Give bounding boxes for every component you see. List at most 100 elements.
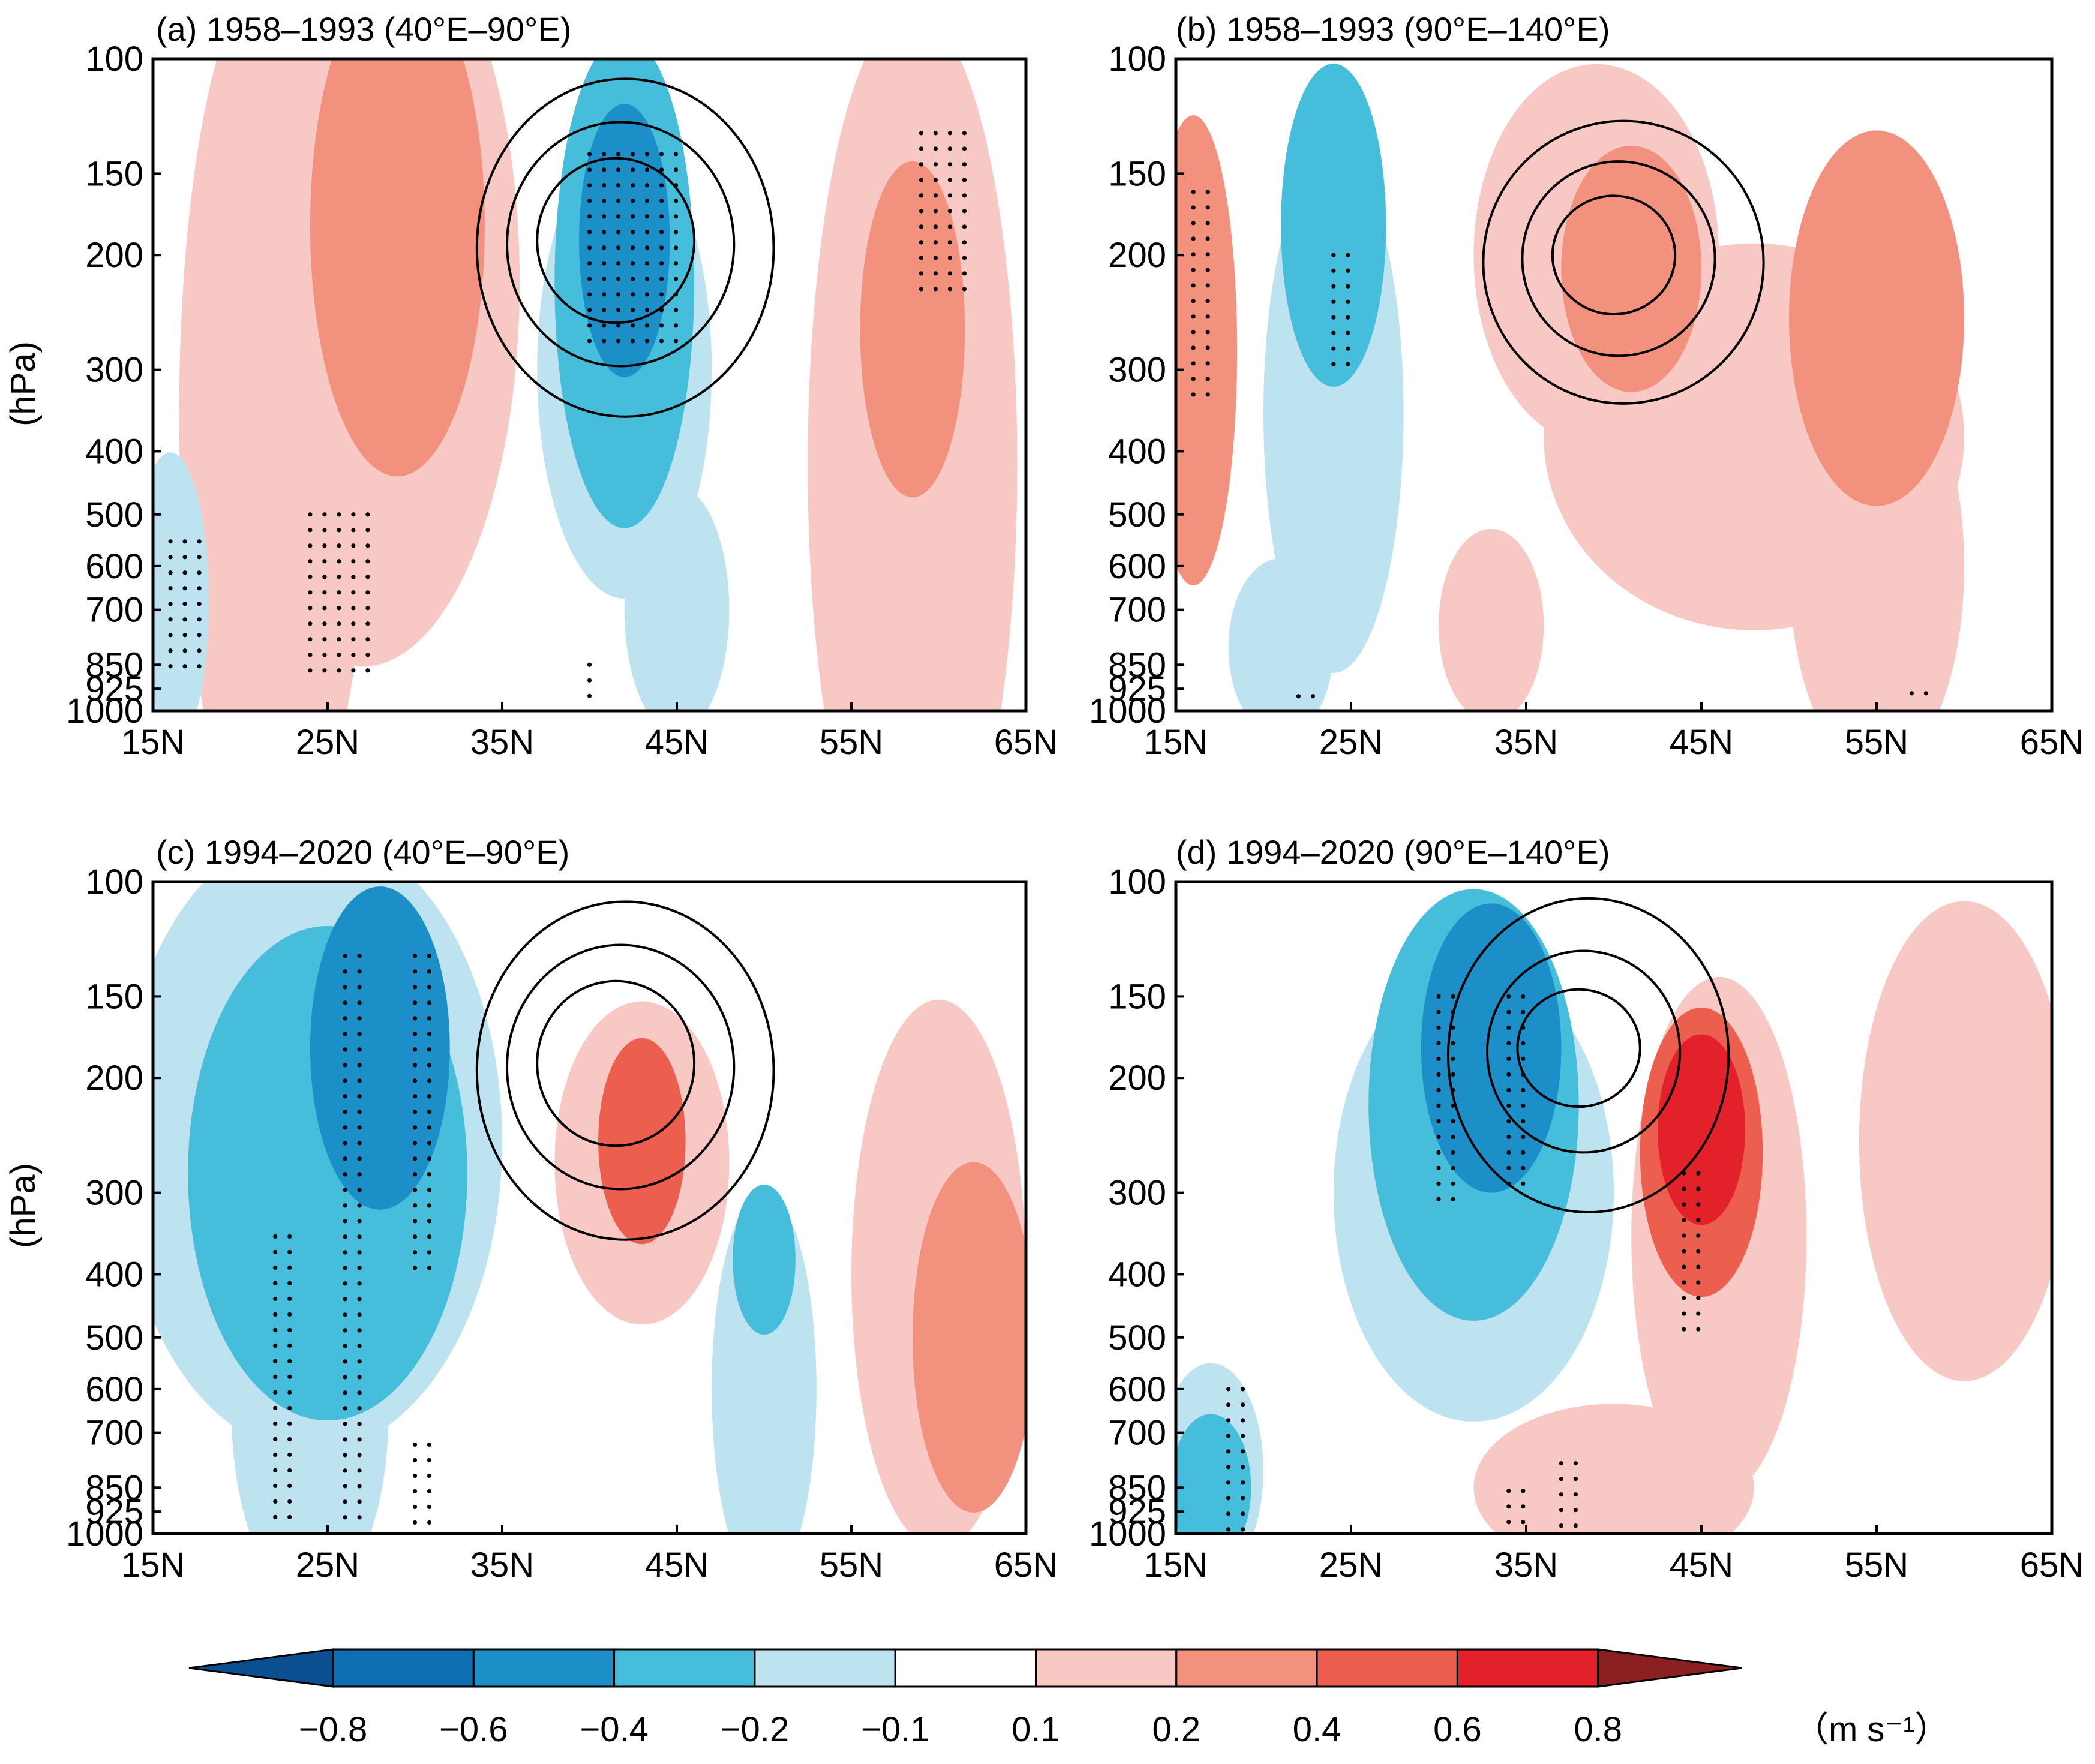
jet-contour-b-1 (1521, 160, 1716, 357)
y-tick-label-d-7: 700 (1108, 1414, 1166, 1453)
anomaly-region-a-10 (579, 104, 670, 377)
anomaly-region-b-9 (1281, 64, 1386, 387)
x-tick-label-d-5: 65N (2020, 1546, 2084, 1585)
colorbar-label-1: −0.6 (439, 1710, 508, 1749)
jet-contour-d-1 (1486, 949, 1682, 1154)
y-tick-label-d-1: 150 (1108, 977, 1166, 1016)
colorbar-label-9: 0.8 (1574, 1710, 1622, 1749)
panel-c-plot-area (153, 882, 1026, 1534)
colorbar-box-7 (1316, 1648, 1458, 1688)
anomaly-region-b-5 (1789, 130, 1964, 506)
colorbar-label-8: 0.6 (1433, 1710, 1482, 1749)
y-tick-label-a-6: 600 (85, 547, 143, 586)
stipple-region-a-3 (587, 152, 679, 344)
anomaly-region-a-11 (153, 452, 209, 711)
x-tick-label-b-5: 65N (2020, 723, 2084, 762)
colorbar-box-2 (613, 1648, 756, 1688)
colorbar-label-3: −0.2 (721, 1710, 790, 1749)
y-tick-label-a-2: 200 (85, 236, 143, 275)
colorbar-box-3 (754, 1648, 896, 1688)
stipple-region-d-0 (1436, 994, 1455, 1202)
stipple-region-a-0 (308, 512, 370, 673)
anomaly-region-a-8 (624, 486, 730, 711)
y-tick-label-d-8: 850 (1108, 1468, 1166, 1507)
y-tick-label-c-8: 850 (85, 1468, 143, 1507)
panel-d-axes: 15N 25N 35N 45N 55N 65N 100 150 200 300 400 500 600 7… (1089, 863, 2084, 1585)
x-tick-label-a-4: 55N (820, 723, 883, 762)
panel-a-frame (151, 57, 1028, 713)
y-tick-label-a-1: 150 (85, 154, 143, 193)
x-tick-label-d-1: 25N (1319, 1546, 1383, 1585)
x-tick-label-c-4: 55N (820, 1546, 883, 1585)
y-tick-label-b-10: 1000 (1089, 692, 1166, 731)
x-tick-label-b-1: 25N (1319, 723, 1383, 762)
stipple-region-d-2 (1226, 1387, 1245, 1532)
y-tick-label-b-7: 700 (1108, 591, 1166, 630)
y-tick-label-b-9: 925 (1108, 669, 1166, 708)
colorbar: −0.8 −0.6 −0.4 −0.2 −0.1 0.1 0.2 0.4 0.6 0.8 (188, 1648, 1742, 1749)
x-tick-label-c-3: 45N (645, 1546, 709, 1585)
anomaly-region-b-6 (1176, 115, 1238, 585)
stipple-region-b-2 (1296, 694, 1315, 699)
x-tick-label-b-4: 55N (1845, 723, 1908, 762)
colorbar-box-5 (1035, 1648, 1178, 1688)
x-tick-label-a-0: 15N (121, 723, 185, 762)
panel-d-title: (d) 1994–2020 (90°E–140°E) (1176, 833, 1610, 871)
y-tick-label-d-3: 300 (1108, 1174, 1166, 1213)
y-tick-label-b-3: 300 (1108, 351, 1166, 390)
y-tick-label-b-1: 150 (1108, 154, 1166, 193)
y-tick-label-a-9: 925 (85, 669, 143, 708)
panel-c: (c) 1994–2020 (40°E–90°E) 15N 25N 35N 45N 55… (66, 833, 1058, 1585)
x-tick-label-b-2: 35N (1494, 723, 1558, 762)
panel-d-frame (1174, 880, 2054, 1535)
jet-contour-b-2 (1482, 119, 1765, 405)
panel-b-plot-area (1176, 59, 2052, 711)
stipple-region-a-2 (919, 131, 967, 292)
panel-c-title: (c) 1994–2020 (40°E–90°E) (156, 833, 569, 871)
y-tick-label-c-0: 100 (85, 863, 143, 901)
x-tick-label-d-3: 45N (1670, 1546, 1733, 1585)
y-tick-label-c-7: 700 (85, 1414, 143, 1453)
anomaly-region-b-2 (1439, 528, 1544, 711)
colorbar-box-8 (1456, 1648, 1599, 1688)
y-tick-label-d-10: 1000 (1089, 1514, 1166, 1553)
panel-d-plot-area (1176, 882, 2052, 1534)
y-tick-label-c-1: 150 (85, 977, 143, 1016)
jet-contour-c-0 (536, 979, 696, 1147)
anomaly-region-b-8 (1228, 558, 1334, 711)
stipple-region-d-3 (1682, 1171, 1701, 1332)
anomaly-region-a-6 (860, 161, 965, 498)
colorbar-label-0: −0.8 (299, 1710, 368, 1749)
anomaly-region-a-3 (310, 59, 485, 477)
y-tick-label-c-9: 925 (85, 1492, 143, 1531)
stipple-region-b-1 (1331, 253, 1350, 366)
x-tick-label-c-2: 35N (470, 1546, 534, 1585)
panel-d: (d) 1994–2020 (90°E–140°E) 15N 25N 35N 45N 5… (1089, 833, 2084, 1585)
colorbar-box-4 (894, 1648, 1037, 1688)
colorbar-extend-low (188, 1648, 334, 1688)
y-tick-label-c-4: 400 (85, 1255, 143, 1294)
colorbar-unit: （m s⁻¹） (1794, 1710, 1949, 1749)
y-axis-label-top: (hPa) (4, 341, 43, 426)
panel-b-title: (b) 1958–1993 (90°E–140°E) (1176, 10, 1610, 48)
x-tick-label-a-2: 35N (470, 723, 534, 762)
y-tick-label-c-10: 1000 (66, 1514, 143, 1553)
y-tick-label-a-8: 850 (85, 645, 143, 684)
colorbar-box-0 (332, 1648, 475, 1688)
anomaly-region-d-8 (1473, 1404, 1754, 1534)
stipple-region-a-1 (168, 539, 202, 669)
stipple-region-c-3 (412, 1442, 432, 1525)
stipple-region-d-5 (1559, 1461, 1578, 1528)
colorbar-label-4: −0.1 (861, 1710, 930, 1749)
jet-contour-b-0 (1551, 194, 1677, 316)
y-tick-label-d-2: 200 (1108, 1059, 1166, 1098)
anomaly-region-d-7 (1658, 1034, 1745, 1225)
jet-contour-a-2 (475, 77, 775, 418)
jet-contour-d-0 (1516, 988, 1641, 1108)
panel-b: (b) 1958–1993 (90°E–140°E) 15N 25N 35N 45N 5… (1089, 10, 2084, 762)
colorbar-extend-high (1597, 1648, 1742, 1688)
stipple-region-b-0 (1191, 190, 1210, 397)
y-tick-label-a-7: 700 (85, 591, 143, 630)
y-tick-label-c-5: 500 (85, 1318, 143, 1357)
stipple-region-d-4 (1506, 1489, 1526, 1525)
